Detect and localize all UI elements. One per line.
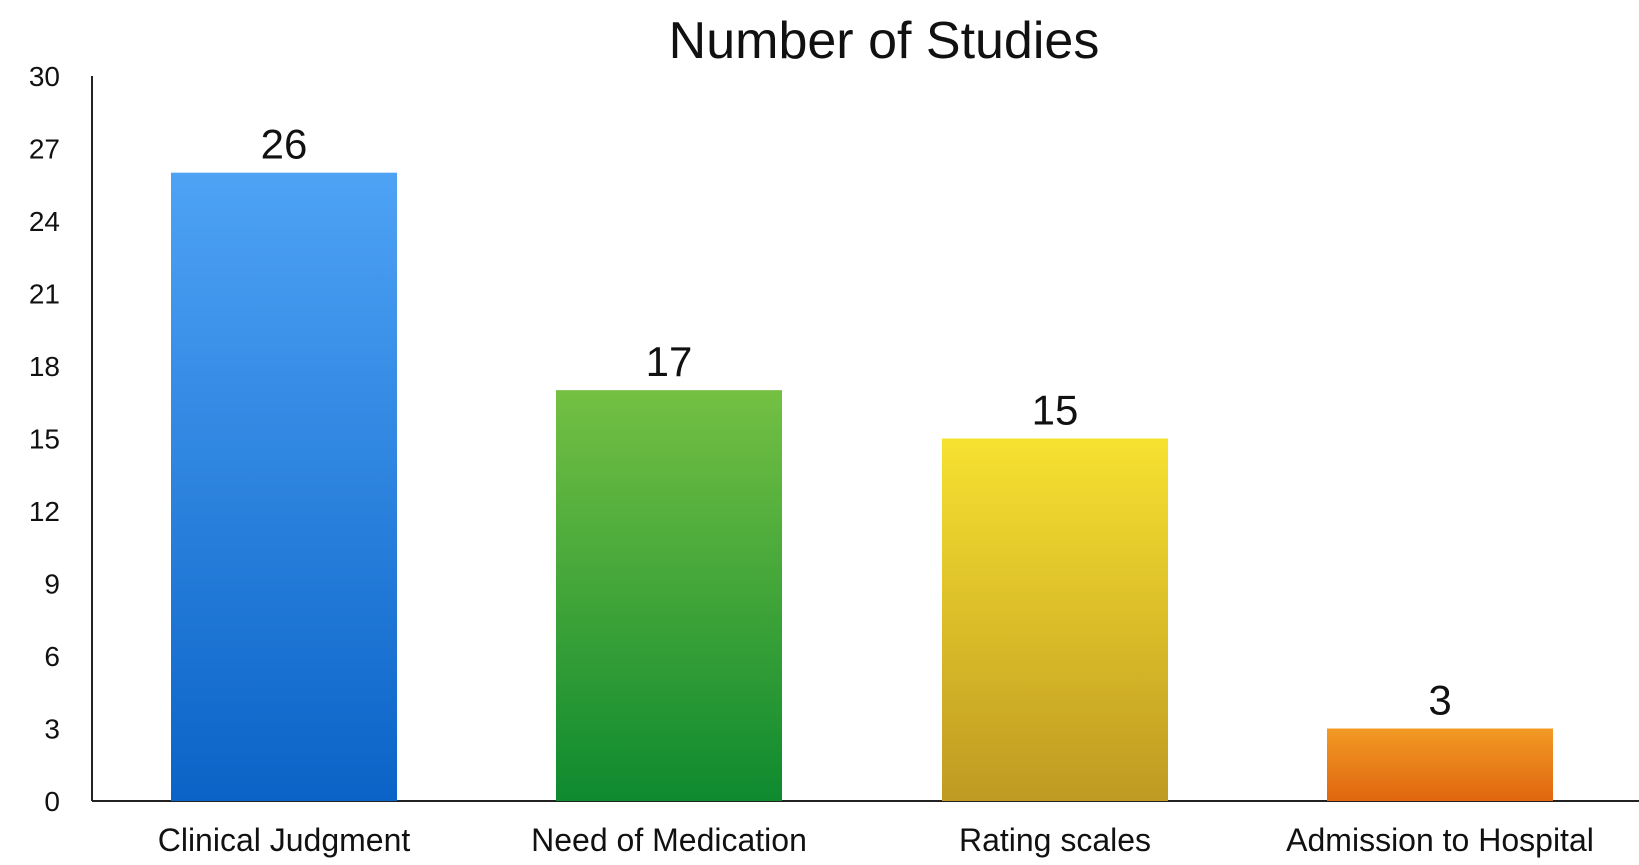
y-tick-label: 0 — [44, 786, 60, 817]
y-tick-label: 18 — [29, 351, 60, 382]
bar-value-label: 3 — [1428, 677, 1451, 724]
y-tick-label: 30 — [29, 61, 60, 92]
chart-title: Number of Studies — [669, 12, 1100, 70]
x-category-label: Need of Medication — [531, 822, 807, 858]
value-labels-group: 26 17 15 3 — [261, 121, 1452, 724]
y-tick-label: 9 — [44, 569, 60, 600]
x-category-label: Admission to Hospital — [1286, 822, 1594, 858]
y-tick-label: 6 — [44, 641, 60, 672]
category-labels-group: Clinical Judgment Need of Medication Ratin… — [158, 822, 1594, 858]
y-axis-ticks: 0 3 6 9 12 15 18 21 24 27 30 — [29, 61, 60, 817]
y-tick-label: 3 — [44, 714, 60, 745]
y-tick-label: 15 — [29, 424, 60, 455]
bar-value-label: 15 — [1032, 387, 1079, 434]
y-tick-label: 12 — [29, 496, 60, 527]
bar-value-label: 26 — [261, 121, 308, 168]
x-category-label: Rating scales — [959, 822, 1151, 858]
bars-group — [171, 172, 1553, 801]
y-tick-label: 27 — [29, 134, 60, 165]
bar — [942, 438, 1168, 801]
x-category-label: Clinical Judgment — [158, 822, 411, 858]
bar — [171, 172, 397, 801]
bar — [556, 390, 782, 801]
bar-value-label: 17 — [646, 338, 693, 385]
bar — [1327, 728, 1553, 801]
y-tick-label: 21 — [29, 279, 60, 310]
y-tick-label: 24 — [29, 206, 60, 237]
